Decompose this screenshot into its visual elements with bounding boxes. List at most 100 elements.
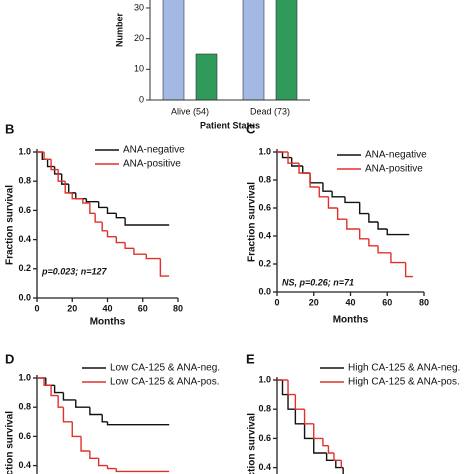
survival-step (124, 242, 134, 250)
survival-step (89, 407, 103, 416)
survival-step (318, 187, 329, 198)
y-axis-title: Number (114, 13, 124, 48)
survival-step (97, 458, 108, 467)
survival-step (281, 380, 289, 396)
survival-step (322, 438, 329, 447)
y-tick-label: 0.0 (18, 292, 31, 302)
survival-step (344, 196, 360, 204)
survival-step (106, 207, 117, 215)
survival-step (298, 163, 311, 174)
x-tick-label: 60 (138, 303, 148, 313)
survival-step (287, 394, 296, 410)
survival-step (333, 453, 342, 461)
y-tick-label: 0.8 (258, 404, 271, 414)
survival-step (115, 468, 170, 473)
x-tick-label: 20 (309, 297, 319, 307)
survival-step (313, 438, 327, 454)
y-axis-title: Fraction survival (247, 182, 258, 262)
survival-step (287, 152, 300, 164)
survival-step (115, 213, 126, 219)
x-axis-title: Months (333, 315, 369, 326)
survival-step (41, 152, 48, 160)
panel-letter: C (246, 121, 256, 136)
legend-label: ANA-positive (123, 159, 181, 170)
survival-step (322, 182, 333, 192)
y-tick-label: 0 (139, 94, 144, 104)
survival-step (82, 198, 90, 204)
y-tick-label: 0.8 (18, 176, 31, 186)
survival-step (53, 385, 64, 394)
y-tick-label: 1.0 (258, 374, 271, 384)
panel-letter: E (246, 351, 255, 366)
survival-step (358, 229, 369, 240)
survival-step (309, 173, 320, 188)
y-tick-label: 0.4 (258, 462, 271, 472)
y-axis-title: Fraction survival (5, 185, 16, 265)
panel-letter: D (5, 351, 14, 366)
bar (195, 53, 218, 101)
survival-step (75, 192, 87, 200)
x-tick-label: 60 (382, 297, 392, 307)
y-axis-title: Fraction survival (247, 413, 258, 474)
y-tick-label: 0.4 (18, 234, 31, 244)
y-tick-label: 20 (134, 33, 144, 43)
x-tick-label: Dead (73) (250, 106, 290, 116)
y-tick-label: 0.6 (18, 205, 31, 215)
y-tick-label: 0.0 (258, 286, 271, 296)
survival-step (294, 409, 305, 425)
survival-step (294, 394, 305, 410)
y-tick-label: 1.0 (18, 372, 31, 382)
survival-step (145, 254, 161, 260)
survival-step (327, 196, 338, 209)
y-tick-label: 0.8 (258, 174, 271, 184)
legend-label: High CA-125 & ANA-pos. (348, 377, 460, 388)
x-tick-label: 0 (34, 303, 39, 313)
bar (242, 0, 265, 101)
survival-step (68, 184, 76, 194)
survival-step (97, 201, 108, 209)
survival-step (325, 453, 336, 461)
annotation: NS, p=0.26; n=71 (282, 277, 354, 287)
survival-step (115, 236, 126, 244)
survival-step (101, 414, 108, 423)
legend-label: Low CA-125 & ANA-neg. (110, 363, 220, 374)
survival-step (281, 152, 292, 159)
survival-step (377, 222, 388, 230)
legend-label: High CA-125 & ANA-neg. (348, 363, 460, 374)
survival-step (303, 409, 314, 425)
survival-step (101, 222, 108, 232)
y-tick-label: 0.4 (18, 460, 31, 470)
survival-step (331, 191, 345, 198)
x-tick-label: 80 (419, 297, 429, 307)
legend-label: ANA-positive (365, 164, 423, 175)
x-tick-label: 40 (345, 297, 355, 307)
survival-step (43, 152, 52, 160)
survival-step (50, 385, 59, 397)
x-tick-label: 20 (67, 303, 77, 313)
survival-step (291, 157, 303, 167)
survival-step (313, 423, 323, 440)
survival-step (404, 262, 413, 278)
y-tick-label: 0.6 (18, 431, 31, 441)
y-axis-title: Fraction survival (5, 411, 16, 474)
survival-step (75, 399, 90, 408)
x-axis-title: Months (90, 317, 126, 328)
x-tick-label: 80 (173, 303, 183, 313)
y-tick-label: 30 (134, 2, 144, 12)
survival-step (60, 173, 69, 185)
survival-step (57, 395, 64, 408)
survival-step (45, 378, 55, 386)
y-tick-label: 0.6 (258, 433, 271, 443)
survival-step (368, 213, 379, 223)
survival-step (336, 208, 347, 220)
survival-step (390, 252, 406, 264)
survival-step (71, 421, 82, 438)
legend-label: ANA-negative (123, 145, 185, 156)
survival-step (64, 181, 73, 194)
y-tick-label: 0.4 (258, 230, 271, 240)
x-axis-title: Patient Status (200, 120, 260, 130)
survival-step (62, 407, 73, 423)
survival-step (46, 159, 55, 168)
survival-step (106, 230, 117, 238)
